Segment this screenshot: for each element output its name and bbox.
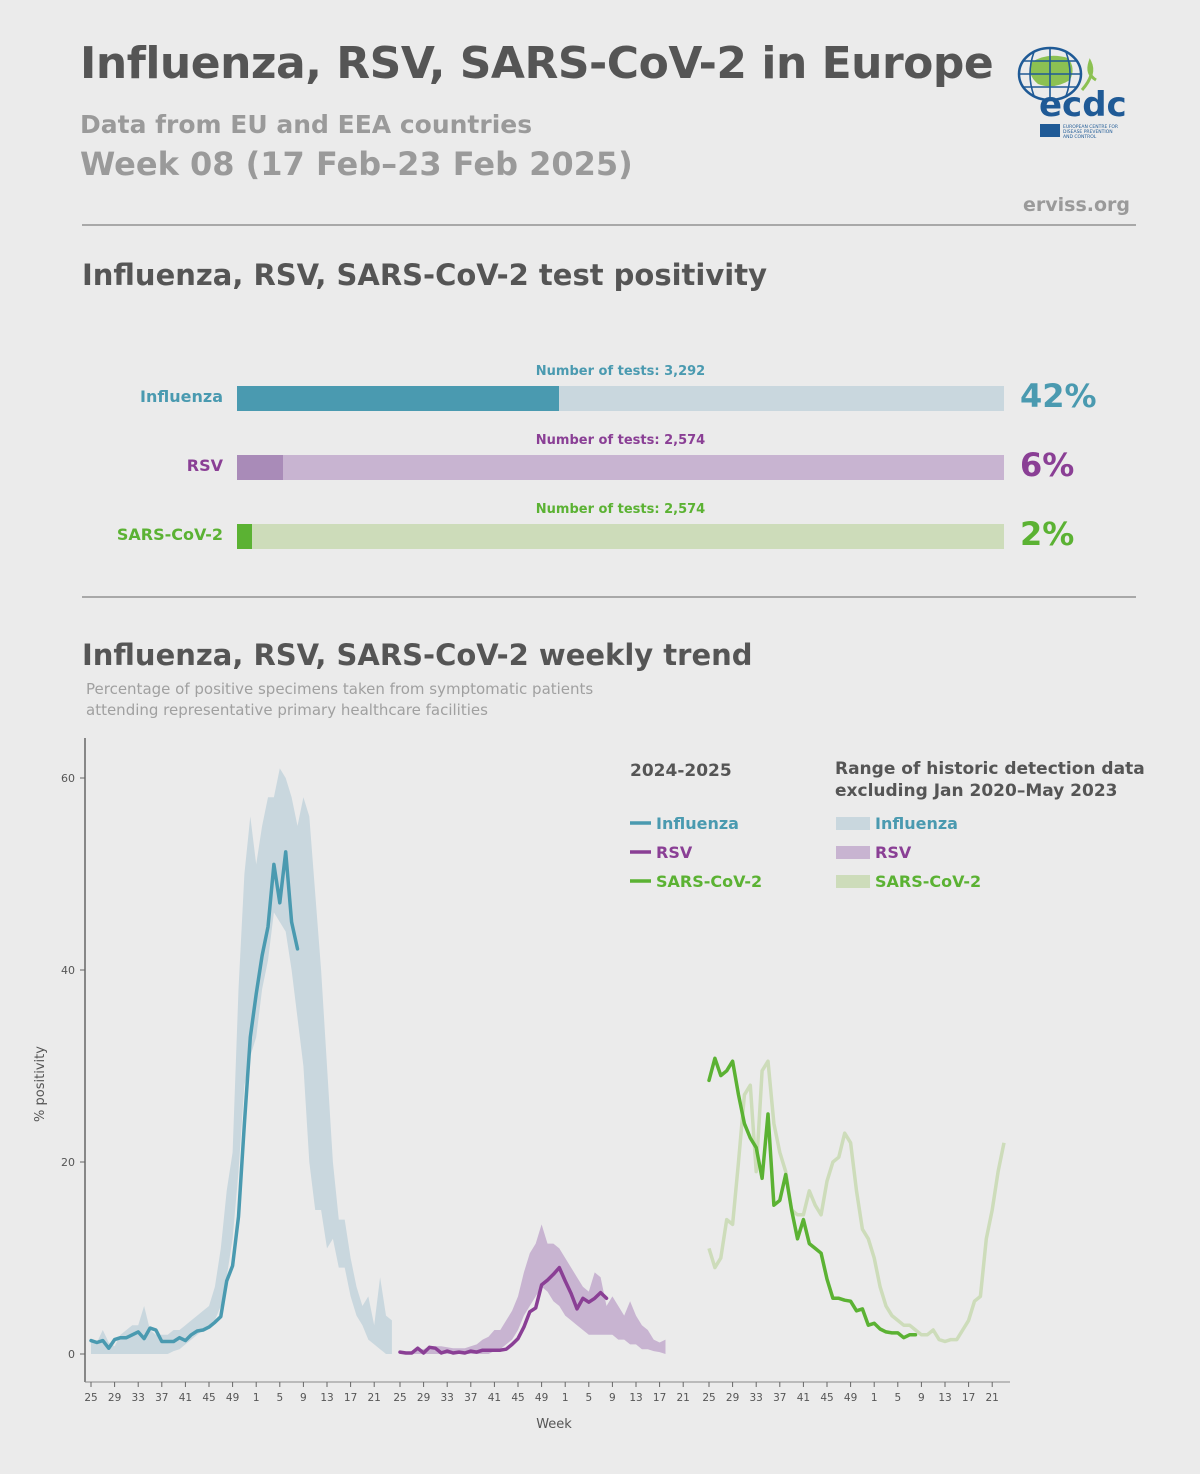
legend-historic-title: excluding Jan 2020–May 2023: [835, 781, 1118, 801]
x-tick-label: 9: [300, 1392, 307, 1404]
x-tick-label: 5: [276, 1392, 283, 1404]
eu-flag-icon: [1040, 124, 1060, 137]
sars-bar-track: [237, 524, 1004, 549]
divider: [82, 224, 1136, 226]
rsv-percent: 6%: [1020, 446, 1075, 484]
rsv-legend-swatch: [836, 846, 870, 859]
x-tick-label: 45: [202, 1392, 215, 1404]
influenza-percent: 42%: [1020, 377, 1097, 415]
x-tick-label: 37: [773, 1392, 786, 1404]
influenza-legend-range-label: Influenza: [875, 814, 958, 833]
x-tick-label: 9: [609, 1392, 616, 1404]
rsv-historic-range: [400, 1224, 666, 1354]
sars-season-line: [707, 1056, 918, 1340]
trend-note-line2: attending representative primary healthc…: [86, 701, 488, 719]
trend-chart: 0 20 40 60 % positivity Week 25 29 33 37 41 45 49 1 5 9…: [33, 738, 1145, 1432]
y-tick-label: 20: [61, 1156, 75, 1169]
sars-tests-label: Number of tests: 2,574: [535, 502, 706, 517]
report-week: Week 08 (17 Feb–23 Feb 2025): [80, 145, 633, 183]
svg-text:DISEASE PREVENTION: DISEASE PREVENTION: [1063, 129, 1113, 135]
divider: [82, 596, 1136, 598]
sars-historic-range: [707, 1059, 1006, 1344]
x-axis-label: Week: [536, 1417, 572, 1432]
x-tick-label: 17: [653, 1392, 666, 1404]
x-tick-label: 45: [820, 1392, 833, 1404]
x-tick-label: 45: [511, 1392, 524, 1404]
rsv-tests-label: Number of tests: 2,574: [535, 433, 706, 448]
x-tick-label: 37: [464, 1392, 477, 1404]
trend-title: Influenza, RSV, SARS-CoV-2 weekly trend: [82, 638, 753, 672]
influenza-legend-label: Influenza: [656, 814, 739, 833]
x-tick-label: 41: [179, 1392, 192, 1404]
logo-wordmark: ecdc: [1039, 85, 1127, 125]
rsv-season-line: [398, 1265, 609, 1355]
x-tick-label: 49: [844, 1392, 857, 1404]
x-tick-label: 41: [488, 1392, 501, 1404]
x-tick-label: 33: [750, 1392, 763, 1404]
y-tick-label: 60: [61, 772, 75, 785]
x-tick-label: 41: [797, 1392, 810, 1404]
rsv-bar-label: RSV: [186, 456, 223, 475]
influenza-season-line: [89, 850, 300, 1350]
x-tick-label: 33: [132, 1392, 145, 1404]
x-tick-label: 33: [441, 1392, 454, 1404]
legend-historic-title: Range of historic detection data: [835, 759, 1145, 779]
x-tick-label: 21: [677, 1392, 690, 1404]
positivity-title: Influenza, RSV, SARS-CoV-2 test positivi…: [82, 258, 767, 292]
x-tick-label: 13: [629, 1392, 642, 1404]
globe-icon: [1017, 46, 1097, 102]
x-tick-label: 1: [562, 1392, 569, 1404]
x-tick-label: 21: [986, 1392, 999, 1404]
x-tick-label: 21: [368, 1392, 381, 1404]
x-tick-label: 29: [108, 1392, 121, 1404]
sars-percent: 2%: [1020, 515, 1075, 553]
y-axis-label: % positivity: [33, 1046, 48, 1122]
x-tick-label: 13: [320, 1392, 333, 1404]
svg-text:AND CONTROL: AND CONTROL: [1063, 134, 1097, 140]
influenza-bar-label: Influenza: [140, 387, 223, 406]
ecdc-logo: ecdc EUROPEAN CENTRE FOR DISEASE PREVENT…: [1017, 46, 1127, 140]
influenza-tests-label: Number of tests: 3,292: [535, 364, 706, 379]
y-tick-label: 40: [61, 964, 75, 977]
x-tick-label: 25: [393, 1392, 406, 1404]
sars-legend-label: SARS-CoV-2: [656, 872, 762, 891]
x-tick-label: 17: [344, 1392, 357, 1404]
x-tick-label: 5: [894, 1392, 901, 1404]
influenza-legend-swatch: [836, 817, 870, 830]
rsv-legend-range-label: RSV: [875, 843, 912, 862]
x-tick-label: 25: [84, 1392, 97, 1404]
x-tick-label: 9: [918, 1392, 925, 1404]
legend-season-title: 2024-2025: [630, 761, 732, 781]
sars-legend-swatch: [836, 875, 870, 888]
x-tick-label: 25: [702, 1392, 715, 1404]
x-tick-label: 49: [226, 1392, 239, 1404]
site-link[interactable]: erviss.org: [1022, 194, 1130, 216]
x-tick-label: 13: [938, 1392, 951, 1404]
x-tick-label: 49: [535, 1392, 548, 1404]
sars-bar-fill: [237, 524, 253, 549]
x-tick-label: 5: [585, 1392, 592, 1404]
sars-legend-range-label: SARS-CoV-2: [875, 872, 981, 891]
page-subtitle: Data from EU and EEA countries: [80, 110, 533, 139]
x-tick-label: 17: [962, 1392, 975, 1404]
x-tick-label: 37: [155, 1392, 168, 1404]
trend-note-line1: Percentage of positive specimens taken f…: [86, 680, 594, 698]
y-tick-label: 0: [68, 1348, 75, 1361]
influenza-bar-fill: [237, 386, 560, 411]
rsv-bar-track: [237, 455, 1004, 480]
sars-bar-label: SARS-CoV-2: [116, 525, 223, 544]
influenza-historic-range: [91, 768, 392, 1354]
rsv-bar-fill: [237, 455, 284, 480]
x-tick-label: 1: [871, 1392, 878, 1404]
x-tick-label: 29: [417, 1392, 430, 1404]
rsv-legend-label: RSV: [656, 843, 693, 862]
x-tick-label: 29: [726, 1392, 739, 1404]
influenza-bar-track: [237, 386, 1004, 411]
svg-text:EUROPEAN CENTRE FOR: EUROPEAN CENTRE FOR: [1063, 124, 1118, 130]
page-title: Influenza, RSV, SARS-CoV-2 in Europe: [80, 38, 994, 89]
x-tick-label: 1: [253, 1392, 260, 1404]
